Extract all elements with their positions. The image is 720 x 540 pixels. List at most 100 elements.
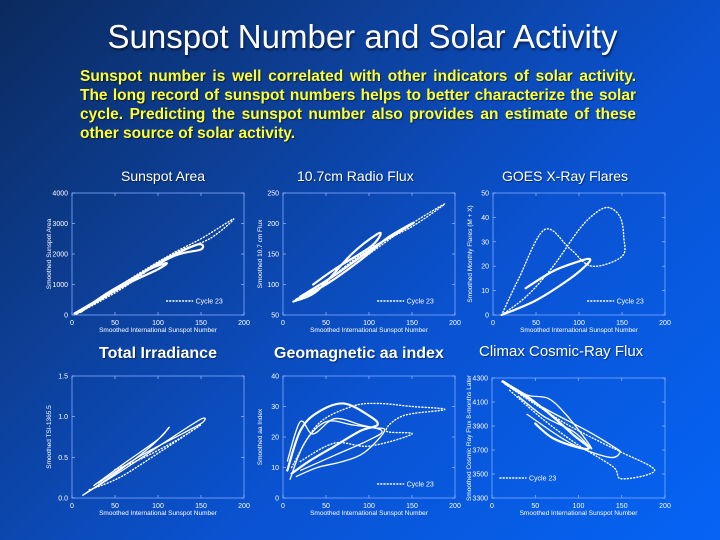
y-axis-label: Smoothed Sunspot Area bbox=[46, 218, 53, 289]
y-axis-label: Smoothed Cosmic Ray Flux 8-months Later bbox=[466, 374, 473, 501]
y-tick-label: 50 bbox=[271, 313, 279, 320]
data-series-dotted bbox=[500, 206, 626, 316]
y-tick-label: 50 bbox=[481, 191, 489, 198]
y-tick-label: 1000 bbox=[52, 282, 68, 289]
x-tick-label: 50 bbox=[111, 320, 119, 327]
y-tick-label: 3700 bbox=[472, 448, 488, 455]
y-tick-label: 200 bbox=[267, 221, 279, 228]
x-axis-label: Smoothed International Sunspot Number bbox=[310, 510, 429, 517]
y-tick-label: 4100 bbox=[472, 400, 488, 407]
panel-title-geomagnetic-aa: Geomagnetic aa index bbox=[274, 345, 444, 362]
x-tick-label: 200 bbox=[449, 320, 461, 327]
slide-title: Sunspot Number and Solar Activity bbox=[107, 18, 618, 55]
x-tick-label: 100 bbox=[363, 503, 375, 510]
panel-title-sunspot-area: Sunspot Area bbox=[121, 168, 206, 184]
x-tick-label: 100 bbox=[152, 503, 164, 510]
y-tick-label: 40 bbox=[481, 215, 489, 222]
data-series-dotted bbox=[290, 402, 446, 469]
y-axis-label: Smoothed TSI-1365.5 bbox=[46, 405, 53, 469]
y-tick-label: 30 bbox=[271, 404, 279, 411]
x-tick-label: 200 bbox=[238, 503, 250, 510]
x-tick-label: 100 bbox=[573, 320, 585, 327]
x-tick-label: 0 bbox=[70, 320, 74, 327]
y-tick-label: 10 bbox=[271, 465, 279, 472]
x-axis-label: Smoothed International Sunspot Number bbox=[520, 510, 639, 517]
y-tick-label: 20 bbox=[481, 264, 489, 271]
legend-label: Cycle 23 bbox=[529, 476, 556, 483]
x-tick-label: 200 bbox=[659, 503, 671, 510]
y-tick-label: 4000 bbox=[52, 191, 68, 198]
x-tick-label: 200 bbox=[659, 320, 671, 327]
panel-title-total-irradiance: Total Irradiance bbox=[99, 345, 217, 362]
x-axis-label: Smoothed International Sunspot Number bbox=[99, 327, 218, 334]
y-tick-label: 3900 bbox=[472, 424, 488, 431]
x-axis-label: Smoothed International Sunspot Number bbox=[99, 510, 218, 517]
x-tick-label: 150 bbox=[195, 320, 207, 327]
y-tick-label: 0 bbox=[485, 313, 489, 320]
data-series-solid bbox=[286, 402, 379, 475]
legend-label: Cycle 23 bbox=[407, 299, 434, 306]
chart-cosmic-ray: 0 50 100 150 200330035003700390041004300Smoo… bbox=[466, 374, 671, 517]
data-series-solid-thin bbox=[84, 417, 206, 495]
y-tick-label: 3000 bbox=[52, 221, 68, 228]
plot-frame bbox=[492, 192, 666, 316]
plot-frame bbox=[71, 375, 245, 499]
data-series-solid bbox=[500, 257, 592, 317]
x-tick-label: 200 bbox=[238, 320, 250, 327]
y-tick-label: 1.5 bbox=[58, 374, 68, 381]
legend-label: Cycle 23 bbox=[196, 299, 223, 306]
legend-label: Cycle 23 bbox=[407, 482, 434, 489]
x-tick-label: 50 bbox=[532, 320, 540, 327]
data-series-solid-thin bbox=[504, 383, 621, 459]
data-series-solid bbox=[292, 231, 382, 303]
x-tick-label: 0 bbox=[491, 320, 495, 327]
y-tick-label: 0 bbox=[64, 313, 68, 320]
y-tick-label: 100 bbox=[267, 282, 279, 289]
x-axis-label: Smoothed International Sunspot Number bbox=[520, 327, 639, 334]
x-axis-label: Smoothed International Sunspot Number bbox=[310, 327, 429, 334]
y-tick-label: 10 bbox=[481, 288, 489, 295]
x-tick-label: 50 bbox=[322, 503, 330, 510]
y-tick-label: 0 bbox=[275, 496, 279, 503]
data-series-solid-thin bbox=[502, 379, 593, 450]
y-tick-label: 250 bbox=[267, 191, 279, 198]
y-tick-label: 30 bbox=[481, 239, 489, 246]
y-tick-label: 4300 bbox=[472, 376, 488, 383]
chart-geomagnetic-aa: 0 50 100 150 200 0 10 20 30 40 Smoothed Internatio… bbox=[257, 374, 461, 518]
x-tick-label: 50 bbox=[111, 503, 119, 510]
panel-title-cosmic-ray: Climax Cosmic-Ray Flux bbox=[479, 343, 644, 360]
x-tick-label: 150 bbox=[616, 320, 628, 327]
data-series-solid-thin bbox=[286, 417, 383, 472]
x-tick-label: 150 bbox=[195, 503, 207, 510]
x-tick-label: 0 bbox=[281, 503, 285, 510]
y-axis-label: Smoothed Monthly Flares (M + X) bbox=[467, 205, 474, 302]
data-series-solid-thin bbox=[81, 426, 170, 497]
x-tick-label: 200 bbox=[449, 503, 461, 510]
legend-label: Cycle 23 bbox=[617, 299, 644, 306]
data-series-dotted bbox=[79, 218, 235, 313]
data-series-solid-thin bbox=[289, 420, 386, 480]
x-tick-label: 0 bbox=[281, 320, 285, 327]
x-tick-label: 50 bbox=[531, 503, 539, 510]
y-tick-label: 20 bbox=[271, 435, 279, 442]
chart-total-irradiance: 0 50 100 150 200 0.0 0.5 1.0 1.5 Smoothed Interna… bbox=[46, 374, 250, 518]
x-tick-label: 100 bbox=[152, 320, 164, 327]
x-tick-label: 0 bbox=[490, 503, 494, 510]
y-tick-label: 150 bbox=[267, 252, 279, 259]
x-tick-label: 150 bbox=[406, 320, 418, 327]
panel-title-radio-flux: 10.7cm Radio Flux bbox=[297, 168, 414, 184]
data-series-solid bbox=[501, 380, 590, 451]
y-tick-label: 1.0 bbox=[58, 414, 68, 421]
y-tick-label: 3500 bbox=[472, 472, 488, 479]
x-tick-label: 50 bbox=[322, 320, 330, 327]
data-series-dotted bbox=[295, 203, 446, 301]
y-tick-label: 2000 bbox=[52, 252, 68, 259]
data-series-dotted bbox=[88, 423, 202, 491]
data-series-dotted bbox=[504, 383, 656, 480]
y-tick-label: 3300 bbox=[472, 496, 488, 503]
x-tick-label: 100 bbox=[363, 320, 375, 327]
y-axis-label: Smoothed aa Index bbox=[257, 408, 264, 465]
